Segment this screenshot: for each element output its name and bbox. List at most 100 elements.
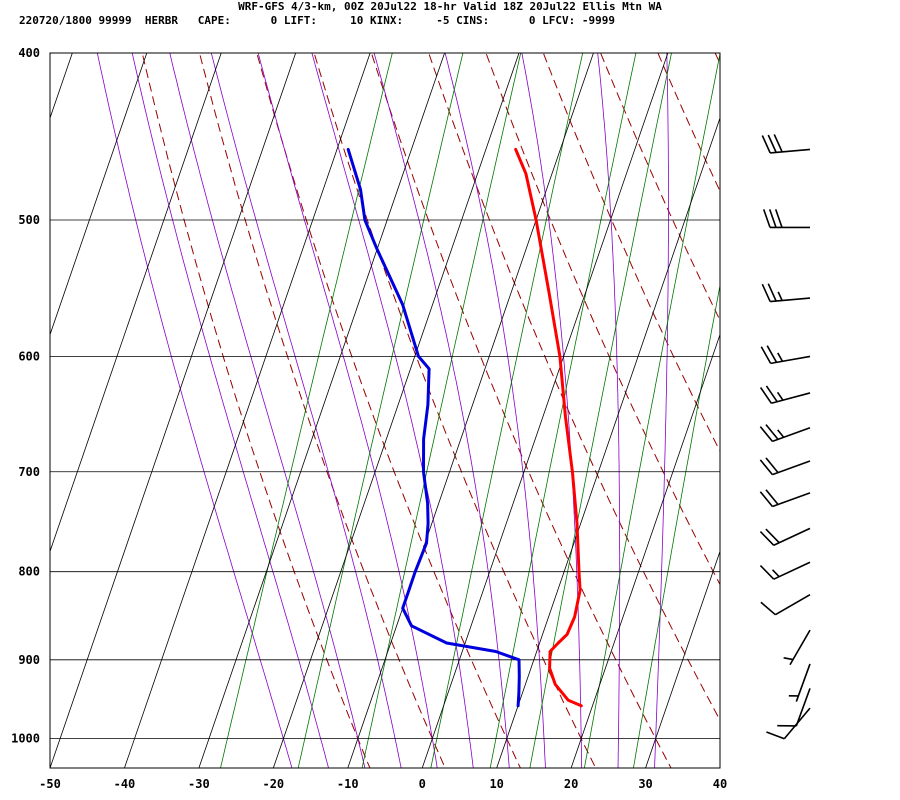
chart-title: WRF-GFS 4/3-km, 00Z 20Jul22 18-hr Valid … — [238, 0, 662, 13]
isotherm — [421, 53, 669, 768]
dry-adiabat — [542, 53, 720, 453]
mixing-ratio-line — [583, 53, 720, 768]
barb-shaft — [795, 688, 811, 727]
barb-feather — [765, 424, 779, 440]
temperature-tick-label: 40 — [713, 777, 727, 791]
dry-adiabat — [198, 53, 446, 768]
barb-shaft — [770, 355, 811, 365]
wind-barb — [759, 489, 811, 508]
wind-barb — [783, 629, 811, 666]
wind-barb — [760, 594, 811, 616]
wind-barb — [760, 345, 811, 365]
mixing-ratio-line — [529, 53, 672, 768]
temperature-profile — [514, 147, 583, 708]
dry-adiabat — [755, 15, 900, 783]
dry-adiabat — [370, 53, 672, 768]
pressure-tick-label: 500 — [18, 213, 40, 227]
temperature-tick-label: -20 — [262, 777, 284, 791]
barb-feather — [783, 657, 794, 661]
barb-feather — [777, 291, 783, 301]
moist-adiabat — [169, 53, 366, 768]
grid — [50, 52, 720, 768]
wind-barb — [759, 457, 811, 476]
pressure-tick-label: 700 — [18, 465, 40, 479]
temperature-tick-label: 30 — [638, 777, 652, 791]
temperature-tick-label: -10 — [337, 777, 359, 791]
barb-feather — [761, 283, 771, 302]
temperature-tick-label: -50 — [39, 777, 61, 791]
barb-shaft — [770, 297, 811, 303]
barb-feather — [777, 429, 785, 438]
isotherm — [272, 53, 520, 768]
pressure-tick-label: 1000 — [11, 732, 40, 746]
moist-adiabat — [96, 53, 293, 768]
barb-feather — [759, 426, 774, 442]
mixing-ratio-line — [632, 283, 720, 768]
barb-shaft — [772, 460, 811, 476]
barb-shaft — [772, 492, 811, 508]
barb-feather — [774, 209, 783, 228]
barb-feather — [759, 491, 774, 508]
plot-frame — [49, 52, 721, 769]
barb-feather — [771, 569, 780, 578]
isotherm — [198, 53, 445, 768]
moist-adiabat — [521, 53, 583, 768]
dry-adiabat — [600, 53, 720, 322]
barb-feather — [759, 564, 775, 580]
temperature-tick-label: -40 — [114, 777, 136, 791]
barb-feather — [760, 601, 776, 616]
barb-feather — [776, 391, 784, 401]
dry-adiabat — [256, 53, 521, 768]
moist-adiabat — [257, 53, 438, 768]
dry-adiabat — [485, 53, 720, 586]
wind-barb — [759, 385, 811, 405]
dewpoint-profile — [346, 147, 521, 708]
barb-shaft — [770, 148, 811, 154]
isotherm — [719, 766, 720, 768]
barb-feather — [760, 346, 772, 364]
barb-feather — [759, 531, 775, 546]
barb-feather — [762, 209, 771, 228]
pressure-tick-label: 900 — [18, 653, 40, 667]
wind-barbs — [759, 134, 811, 740]
barb-feather — [759, 387, 773, 404]
isotherm — [570, 333, 720, 768]
wind-barb — [788, 663, 811, 702]
isotherm — [50, 53, 222, 553]
moist-adiabat — [654, 53, 669, 768]
pressure-tick-label: 400 — [18, 46, 40, 60]
isotherm — [347, 53, 594, 768]
barb-shaft — [773, 527, 811, 546]
wind-barb — [777, 688, 811, 727]
barb-feather — [759, 459, 774, 476]
dry-adiabat — [141, 53, 371, 768]
temperature-tick-label: 20 — [564, 777, 578, 791]
barb-feather — [765, 528, 780, 544]
wind-barb — [766, 707, 811, 740]
barb-feather — [766, 731, 785, 740]
mixing-ratio-line — [489, 53, 637, 768]
mixing-ratio-line — [430, 53, 584, 768]
wind-barb — [762, 209, 810, 229]
barb-feather — [767, 134, 777, 153]
moist-adiabat — [444, 53, 546, 768]
moist-adiabat — [131, 53, 329, 768]
profiles — [346, 147, 583, 708]
barb-feather — [766, 345, 778, 363]
barb-feather — [773, 134, 783, 153]
barb-feather — [765, 457, 779, 474]
moist-adiabat — [597, 53, 621, 768]
barb-shaft — [789, 629, 811, 666]
moist-adiabat — [311, 53, 474, 768]
barb-feather — [767, 283, 777, 302]
wind-barb — [759, 561, 811, 580]
mixing-ratio-line — [220, 53, 393, 768]
barb-shaft — [772, 426, 811, 443]
barb-feather — [777, 352, 784, 362]
temperature-tick-label: -30 — [188, 777, 210, 791]
axis-labels: 400 500 600 700 800 900 1000 -50 -40 -30 -20 -10 0 10… — [11, 46, 727, 791]
sounding-indices: 220720/1800 99999 HERBR CAPE: 0 LIFT: 10… — [19, 14, 616, 27]
mixing-ratio-line — [361, 53, 522, 768]
wind-barb — [761, 283, 811, 303]
